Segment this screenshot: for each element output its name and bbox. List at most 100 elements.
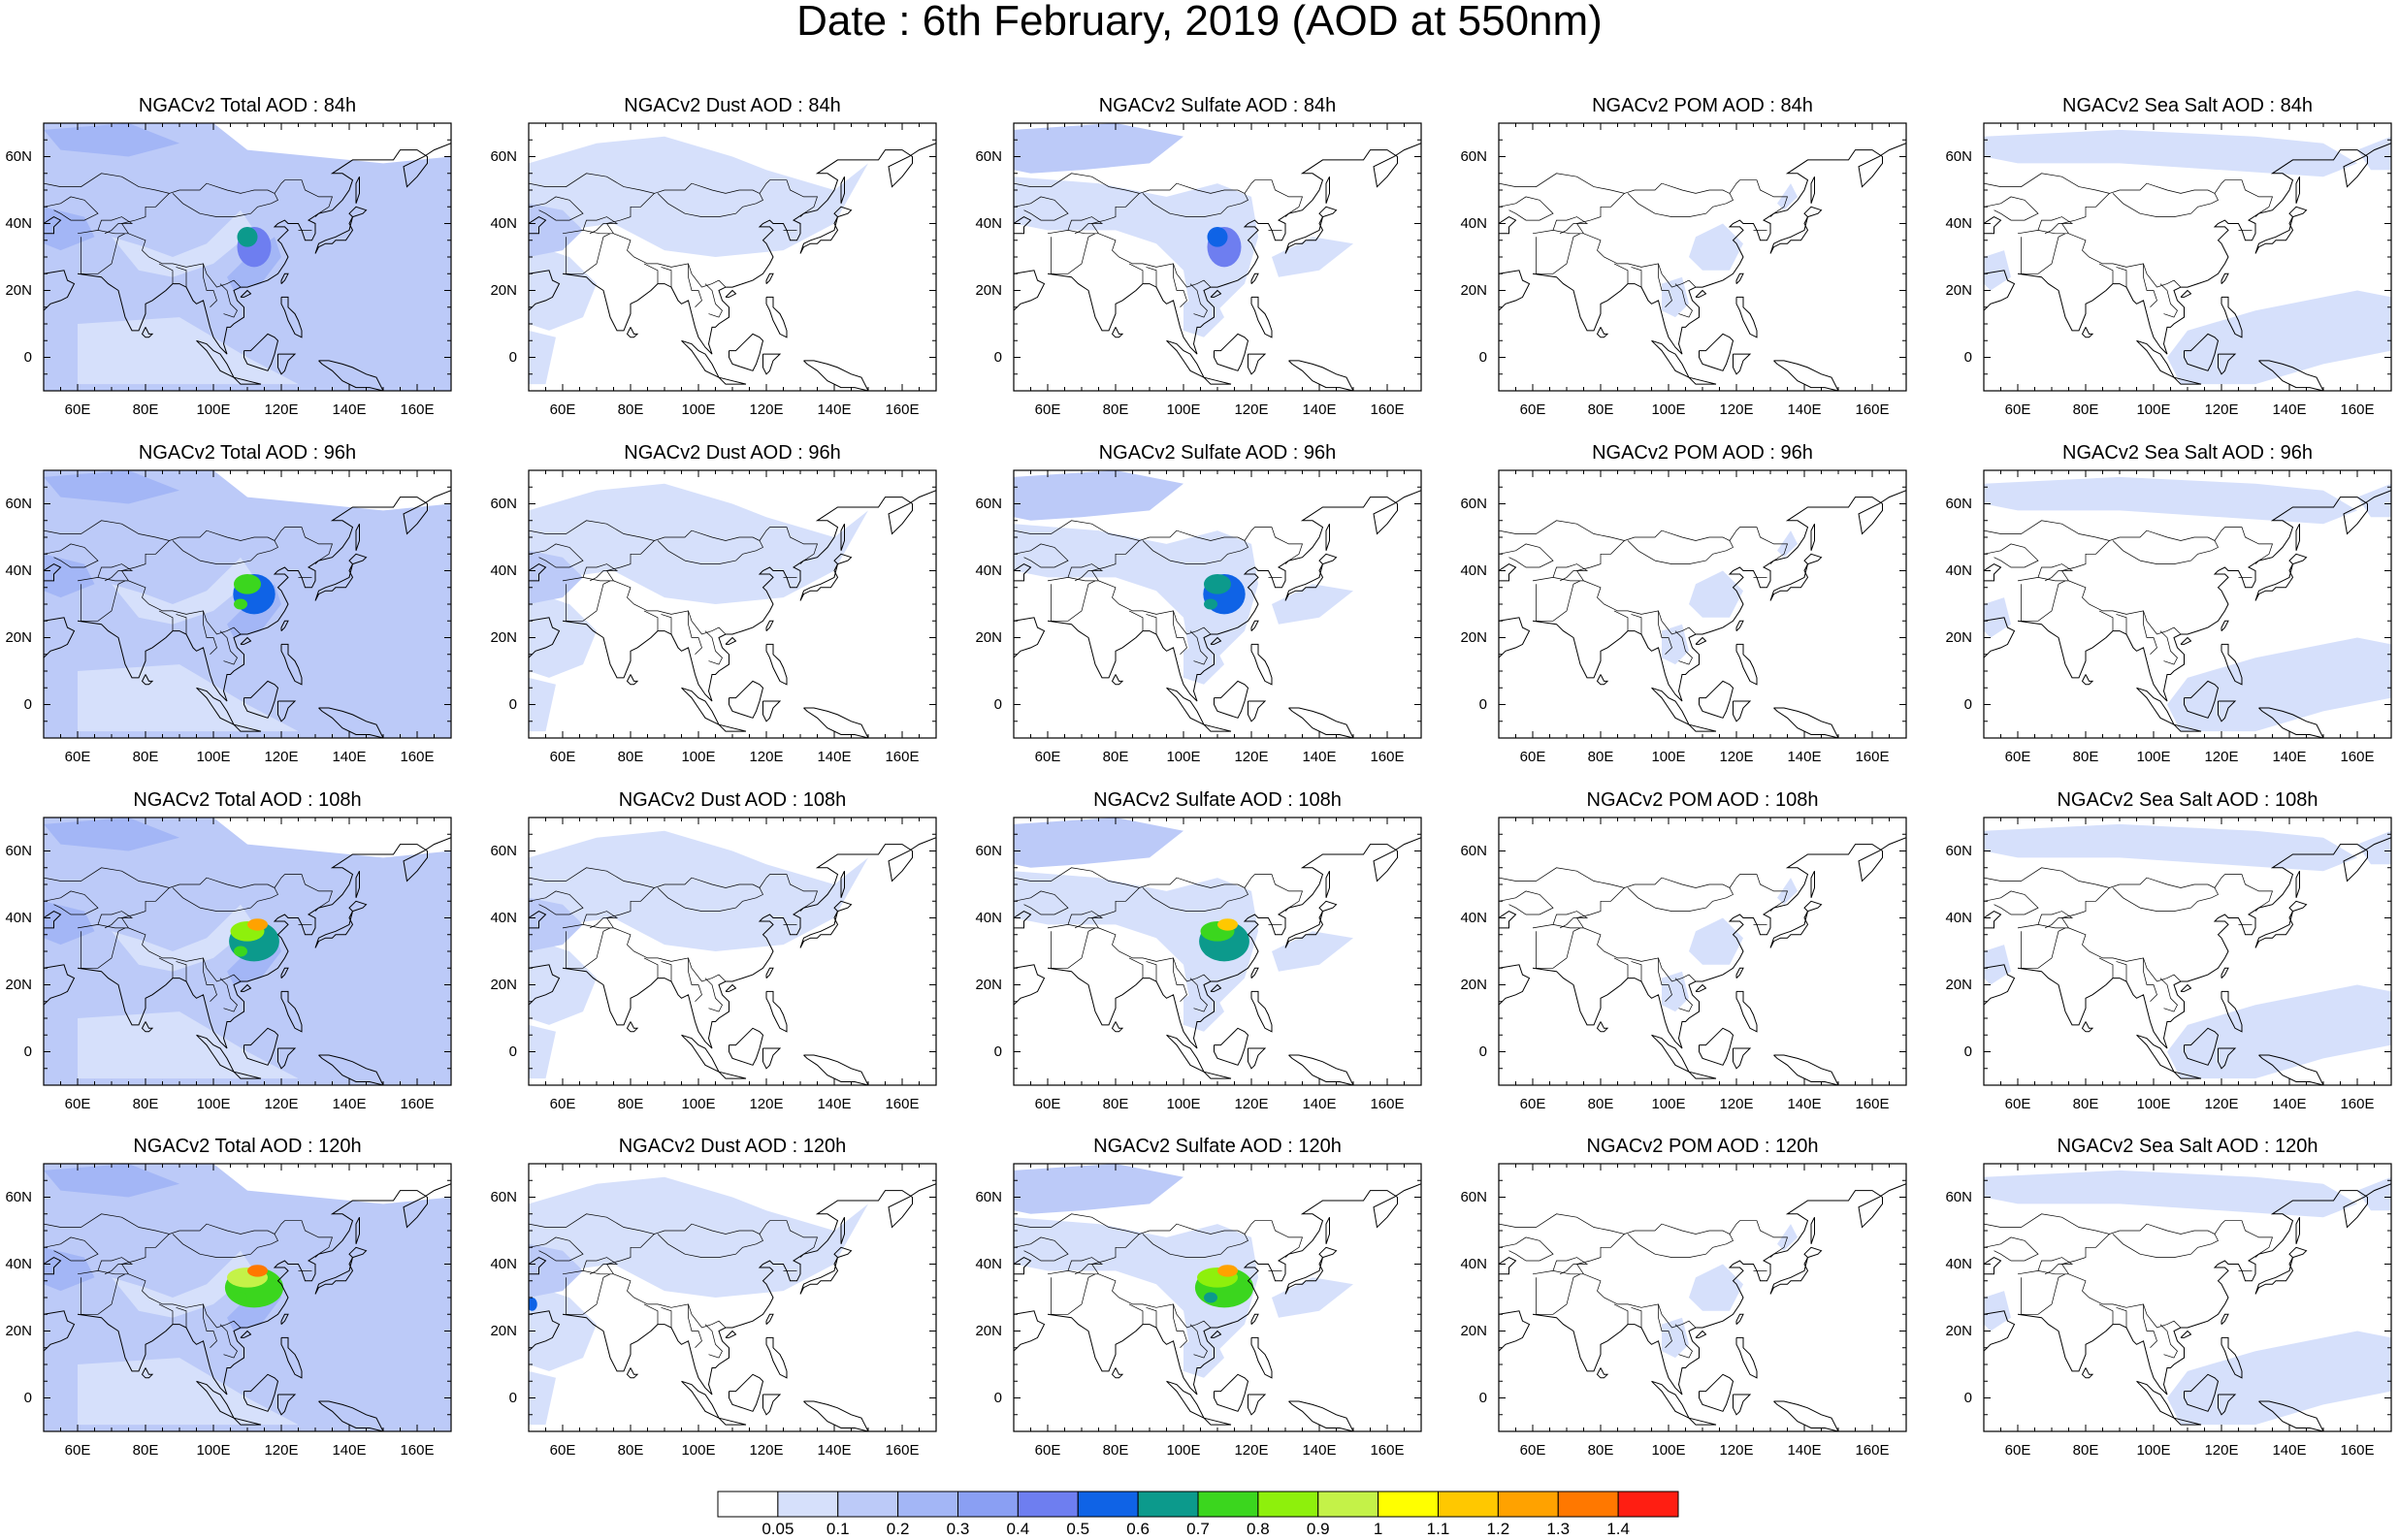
coastline [729,680,764,719]
coastline [762,353,782,375]
coastline [2081,327,2094,338]
coastline [765,296,788,338]
coastline [1250,643,1273,686]
aod-field [44,470,451,738]
coastline [2254,911,2294,948]
panel-title: NGACv2 Total AOD : 84h [138,95,357,116]
country-border [657,540,686,561]
x-tick-label: 80E [617,1442,644,1459]
x-tick-label: 140E [332,401,367,418]
country-border [44,890,99,915]
map-panel [43,1163,452,1432]
aod-hotspot [1217,1265,1238,1277]
coastline [243,1373,279,1412]
coastline [799,911,839,948]
coastline [1596,1367,1609,1379]
coastline [2221,967,2229,979]
coastline [2258,1054,2324,1085]
x-tick-label: 100E [196,401,231,418]
coastline [2173,1071,2202,1079]
x-tick-label: 160E [2340,749,2375,765]
aod-field [529,830,936,1085]
coastline [2221,1313,2229,1325]
country-border [176,961,187,981]
aod-region [529,591,597,678]
coastline [1210,636,1222,645]
country-border [2112,1234,2141,1255]
coastline [240,636,252,645]
country-border [1146,961,1157,981]
map-panel [43,469,452,739]
x-tick-label: 120E [1234,749,1269,765]
coastline [277,1047,297,1070]
x-tick-label: 80E [617,401,644,418]
country-border [44,173,333,217]
colorbar-swatch [1378,1491,1439,1518]
map-panel [528,469,937,739]
country-border [1552,911,1589,929]
country-border [199,887,278,912]
x-tick-label: 100E [1651,749,1686,765]
panel-title: NGACv2 Total AOD : 96h [138,442,357,464]
country-border [2098,957,2114,979]
country-border [1674,283,1693,318]
colorbar-label: 0.6 [1126,1520,1150,1538]
x-tick-label: 120E [2204,1096,2239,1112]
coastline [348,553,368,565]
coastline [1773,707,1839,738]
coastline [765,1313,774,1325]
coastline [1773,1054,1839,1085]
coastline [77,837,451,1049]
coastline [626,327,639,338]
country-border [2139,1234,2219,1258]
coastline [765,1336,788,1379]
x-tick-label: 100E [1651,1096,1686,1112]
y-tick-label: 0 [23,1043,32,1060]
aod-region [1984,1291,2011,1331]
coastline [765,643,788,686]
coastline [1284,911,1324,948]
aod-region [529,897,583,951]
x-tick-label: 80E [1587,401,1614,418]
country-border [1984,890,2039,915]
country-border [2098,1303,2114,1325]
country-border [1536,233,1581,274]
colorbar-swatch [1317,1491,1379,1518]
country-border [1631,614,1642,634]
x-tick-label: 60E [1034,1096,1061,1112]
country-border [2037,1257,2074,1275]
panel-title: NGACv2 Dust AOD : 96h [624,442,841,464]
map-panel [43,122,452,392]
aod-field [44,123,451,391]
y-tick-label: 60N [1945,495,1972,512]
country-border [1014,1213,1303,1258]
x-tick-label: 100E [1166,749,1201,765]
country-border [199,540,278,564]
country-border [1613,1303,1629,1325]
map-panel [528,122,937,392]
aod-field [1984,823,2391,1085]
aod-region [1183,1331,1224,1378]
x-tick-label: 120E [2204,1442,2239,1459]
country-border [1169,193,1248,217]
coastline [355,1216,360,1244]
coastline [1735,643,1758,686]
coastline [1803,900,1823,913]
country-border [1984,520,2273,564]
y-tick-label: 40N [1945,214,1972,232]
aod-region [1272,1277,1353,1318]
coastline [44,563,62,582]
country-border [1654,1234,1734,1258]
x-tick-label: 120E [1719,1442,1754,1459]
country-border [688,957,702,1003]
coastline [725,289,737,298]
y-tick-label: 20N [5,976,32,993]
map-panel [1013,1163,1422,1432]
country-border [1674,1324,1693,1359]
coastline [1111,1021,1124,1033]
country-border [643,263,659,284]
coastline [1250,967,1259,979]
coastline [1166,1380,1206,1420]
y-tick-label: 20N [975,1322,1002,1339]
country-border [172,887,201,909]
